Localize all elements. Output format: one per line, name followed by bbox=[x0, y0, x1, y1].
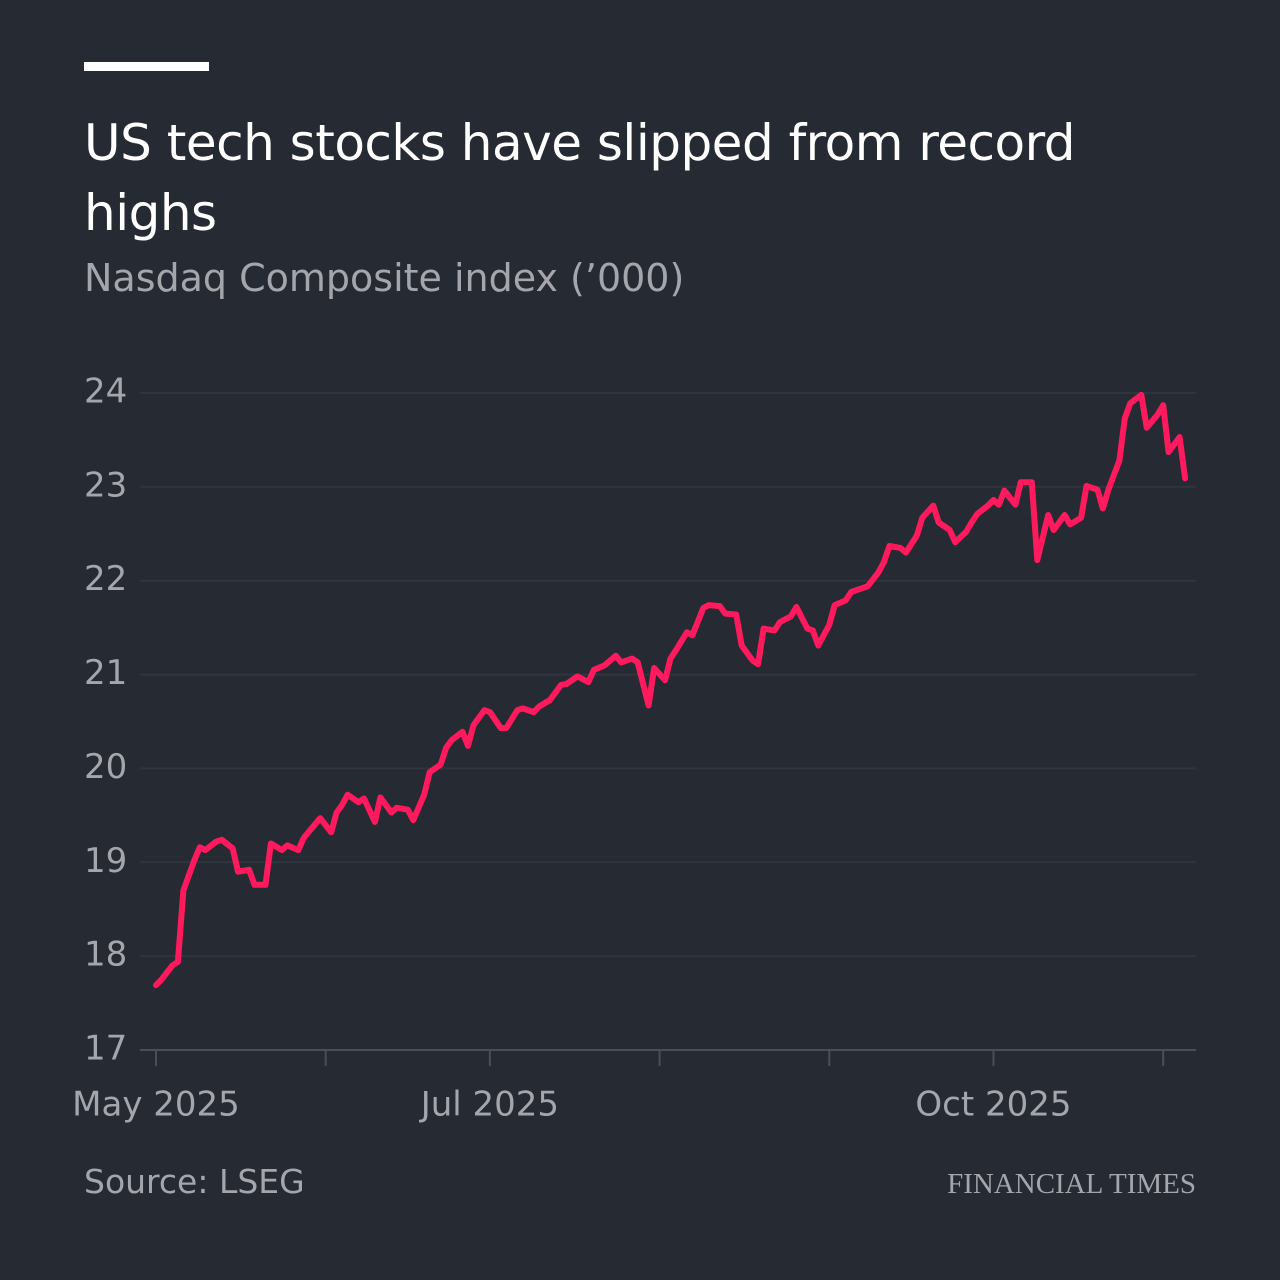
y-tick-label: 22 bbox=[84, 559, 127, 599]
x-tick-label: May 2025 bbox=[72, 1085, 240, 1125]
chart-subtitle: Nasdaq Composite index (’000) bbox=[84, 256, 685, 300]
y-tick-label: 24 bbox=[84, 372, 127, 412]
y-tick-label: 20 bbox=[84, 747, 127, 787]
y-tick-label: 18 bbox=[84, 935, 127, 975]
header-rule bbox=[84, 62, 209, 71]
y-tick-label: 23 bbox=[84, 465, 127, 505]
x-tick-label: Oct 2025 bbox=[915, 1085, 1071, 1125]
y-tick-label: 19 bbox=[84, 841, 127, 881]
brand: FINANCIAL TIMES bbox=[947, 1168, 1196, 1200]
y-tick-label: 17 bbox=[84, 1029, 127, 1069]
chart-title: US tech stocks have slipped from record … bbox=[84, 114, 1076, 242]
source: Source: LSEG bbox=[84, 1162, 305, 1201]
x-tick-label: Jul 2025 bbox=[419, 1085, 559, 1125]
y-tick-label: 21 bbox=[84, 653, 127, 693]
line-series bbox=[153, 391, 1189, 989]
